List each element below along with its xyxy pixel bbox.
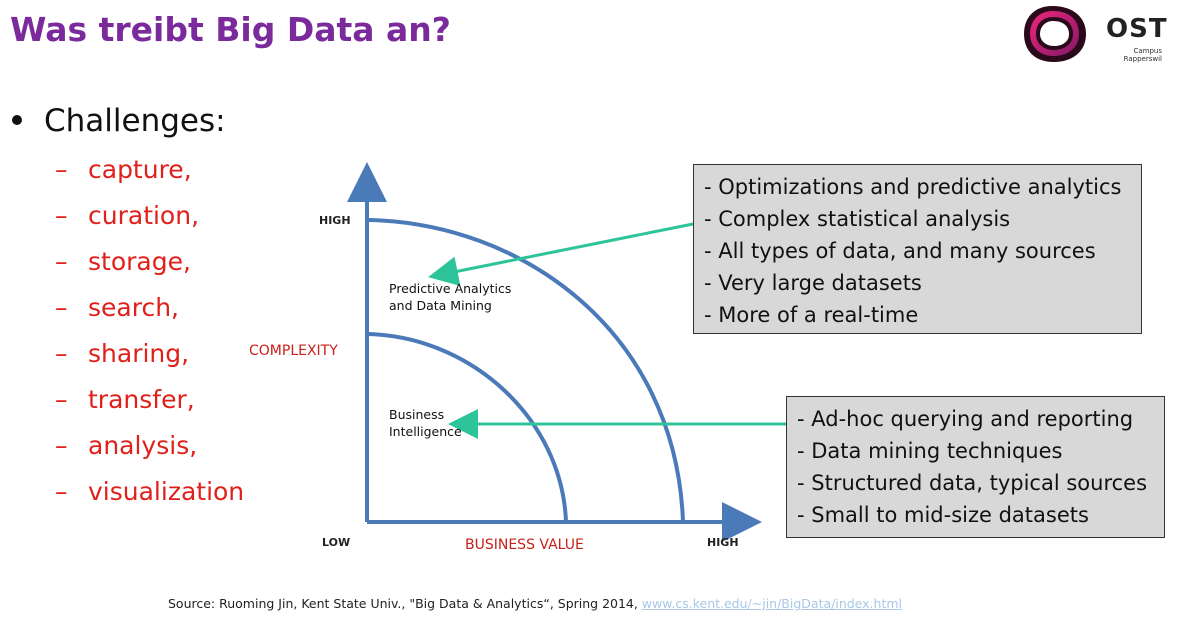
y-high-label: HIGH — [319, 214, 351, 227]
x-axis-label: BUSINESS VALUE — [465, 537, 584, 553]
box-line: - Very large datasets — [704, 271, 922, 295]
box-line: - Small to mid-size datasets — [797, 503, 1089, 527]
challenge-item: – storage, — [55, 247, 191, 276]
x-high-label: HIGH — [707, 536, 739, 549]
logo-wordmark: OST — [1106, 14, 1168, 44]
challenge-item: – visualization — [55, 477, 245, 506]
box-line: - Ad-hoc querying and reporting — [797, 407, 1134, 431]
predictive-analytics-box: - Optimizations and predictive analytics… — [693, 164, 1142, 334]
logo-campus: Campus Rapperswil — [1123, 47, 1162, 63]
box-line: - Structured data, typical sources — [797, 471, 1148, 495]
challenge-item: – analysis, — [55, 431, 198, 460]
source-link[interactable]: www.cs.kent.edu/~jin/BigData/index.html — [641, 596, 902, 611]
box-line: - Data mining techniques — [797, 439, 1063, 463]
challenge-item: – capture, — [55, 155, 192, 184]
challenge-item: – transfer, — [55, 385, 195, 414]
slide-title: Was treibt Big Data an? — [10, 10, 451, 49]
challenge-item: – curation, — [55, 201, 200, 230]
outer-curve — [366, 218, 685, 523]
arrow-top — [428, 222, 694, 286]
y-axis-label: COMPLEXITY — [249, 343, 338, 359]
source-citation: Source: Ruoming Jin, Kent State Univ., "… — [168, 596, 902, 611]
bullet-icon — [12, 114, 22, 125]
business-intelligence-box: - Ad-hoc querying and reporting - Data mi… — [786, 396, 1165, 538]
inner-region-label: Business Intelligence — [389, 407, 462, 439]
box-line: - Optimizations and predictive analytics — [704, 175, 1122, 199]
bullet-heading: Challenges: — [12, 103, 226, 139]
ost-logo-icon — [1024, 6, 1086, 62]
challenge-item: – search, — [55, 293, 179, 322]
challenges-list: – capture, – curation, – storage, – search, – sha… — [55, 150, 244, 518]
inner-curve — [366, 332, 568, 523]
box-line: - Complex statistical analysis — [704, 207, 1011, 231]
box-line: - More of a real-time — [704, 303, 919, 327]
outer-region-label: Predictive Analytics and Data Mining — [389, 281, 512, 313]
x-low-label: LOW — [322, 536, 351, 549]
box-line: - All types of data, and many sources — [704, 239, 1096, 263]
challenge-item: – sharing, — [55, 339, 190, 368]
